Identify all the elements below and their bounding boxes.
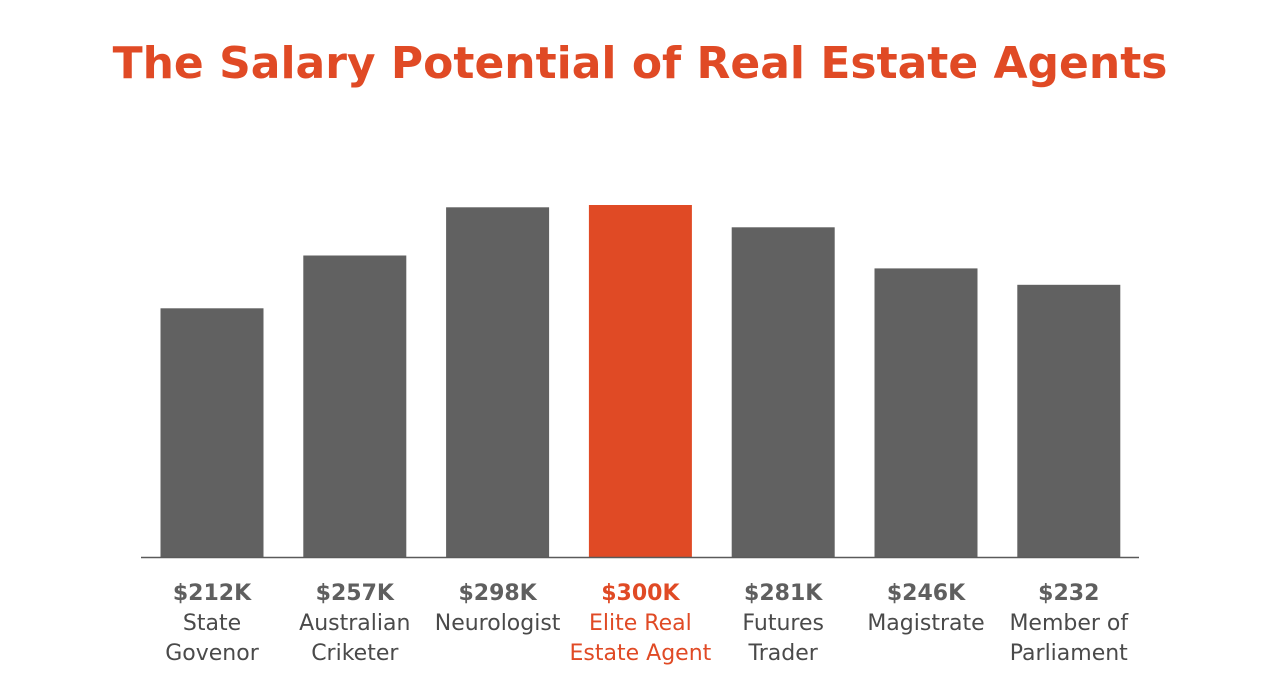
bars-group (160, 205, 1121, 558)
category-label-6-line-0: Member of (1009, 611, 1129, 636)
bar-3 (588, 205, 692, 557)
bar-4 (731, 227, 835, 558)
bar-6 (1017, 284, 1121, 557)
bar-value-label-1: $257K (316, 581, 395, 606)
bar-5 (874, 268, 978, 557)
category-label-0-line-0: State (183, 611, 241, 636)
bar-value-label-0: $212K (173, 581, 252, 606)
labels-group: $212K State Govenor $257K Australian Criketer… (165, 581, 1129, 666)
bar-0 (160, 308, 264, 557)
category-label-2-line-0: Neurologist (435, 611, 561, 636)
bar-value-label-3: $300K (601, 581, 680, 606)
category-label-5-line-0: Magistrate (867, 611, 984, 636)
category-label-6-line-1: Parliament (1010, 641, 1128, 666)
bar-value-label-2: $298K (458, 581, 537, 606)
bar-value-label-5: $246K (887, 581, 966, 606)
bar-value-label-4: $281K (744, 581, 823, 606)
category-label-4-line-0: Futures (742, 611, 824, 636)
category-label-3-line-0: Elite Real (589, 611, 692, 636)
category-label-3-line-1: Estate Agent (570, 641, 712, 666)
bar-1 (303, 255, 407, 557)
category-label-1-line-1: Criketer (311, 641, 399, 666)
bar-value-label-6: $232 (1038, 581, 1099, 606)
bar-2 (446, 207, 550, 558)
category-label-4-line-1: Trader (748, 641, 819, 666)
chart-title: The Salary Potential of Real Estate Agen… (112, 38, 1168, 89)
category-label-1-line-0: Australian (299, 611, 410, 636)
category-label-0-line-1: Govenor (165, 641, 259, 666)
